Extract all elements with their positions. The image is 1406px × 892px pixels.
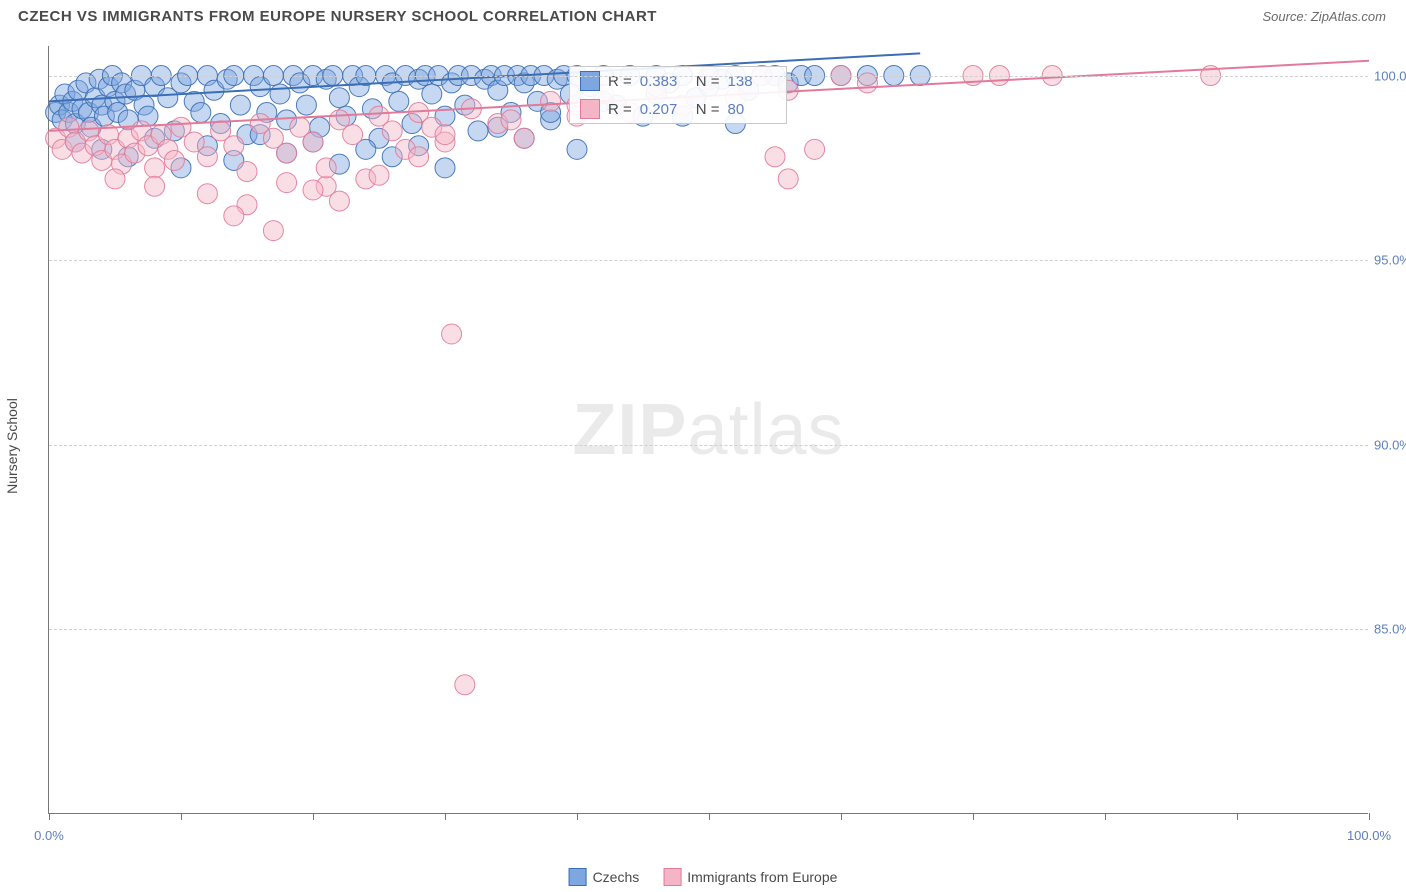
- legend-bottom: Czechs Immigrants from Europe: [569, 868, 838, 886]
- scatter-point: [435, 158, 455, 178]
- scatter-point: [296, 95, 316, 115]
- x-tick: [49, 813, 50, 820]
- legend-item: Immigrants from Europe: [663, 868, 837, 886]
- scatter-point: [455, 675, 475, 695]
- y-tick-label: 95.0%: [1374, 253, 1406, 268]
- y-tick-label: 85.0%: [1374, 622, 1406, 637]
- chart-title: CZECH VS IMMIGRANTS FROM EUROPE NURSERY …: [18, 8, 657, 25]
- x-tick: [1369, 813, 1370, 820]
- gridline-h: [49, 629, 1368, 630]
- scatter-point: [343, 125, 363, 145]
- scatter-point: [514, 128, 534, 148]
- n-value: 80: [728, 101, 776, 118]
- legend-swatch: [569, 868, 587, 886]
- scatter-point: [501, 110, 521, 130]
- scatter-point: [442, 324, 462, 344]
- scatter-point: [277, 143, 297, 163]
- scatter-point: [191, 102, 211, 122]
- x-tick: [313, 813, 314, 820]
- scatter-point: [382, 121, 402, 141]
- scatter-point: [329, 88, 349, 108]
- scatter-point: [145, 176, 165, 196]
- scatter-point: [224, 206, 244, 226]
- scatter-point: [105, 169, 125, 189]
- scatter-point: [237, 162, 257, 182]
- gridline-h: [49, 260, 1368, 261]
- scatter-point: [230, 95, 250, 115]
- scatter-point: [805, 139, 825, 159]
- x-tick: [841, 813, 842, 820]
- y-tick-label: 90.0%: [1374, 437, 1406, 452]
- y-axis-title: Nursery School: [4, 398, 20, 494]
- scatter-point: [369, 165, 389, 185]
- scatter-point: [329, 191, 349, 211]
- legend-swatch: [580, 99, 600, 119]
- scatter-svg: [49, 46, 1368, 813]
- r-label: R =: [608, 101, 632, 118]
- legend-label: Czechs: [593, 869, 640, 885]
- scatter-point: [422, 84, 442, 104]
- legend-swatch: [580, 71, 600, 91]
- source-name: ZipAtlas.com: [1311, 9, 1386, 24]
- chart-header: CZECH VS IMMIGRANTS FROM EUROPE NURSERY …: [0, 0, 1406, 29]
- scatter-point: [765, 147, 785, 167]
- scatter-point: [435, 125, 455, 145]
- y-tick-label: 100.0%: [1374, 68, 1406, 83]
- source-attribution: Source: ZipAtlas.com: [1262, 9, 1386, 24]
- stats-row: R = 0.207 N = 80: [570, 95, 786, 123]
- scatter-point: [277, 173, 297, 193]
- x-axis-min-label: 0.0%: [34, 828, 64, 843]
- scatter-point: [541, 91, 561, 111]
- legend-swatch: [663, 868, 681, 886]
- x-tick: [445, 813, 446, 820]
- scatter-point: [567, 139, 587, 159]
- x-tick: [973, 813, 974, 820]
- scatter-point: [270, 84, 290, 104]
- scatter-point: [303, 132, 323, 152]
- scatter-point: [224, 136, 244, 156]
- scatter-point: [468, 121, 488, 141]
- scatter-point: [316, 158, 336, 178]
- scatter-point: [778, 169, 798, 189]
- stats-row: R =0.383N =138: [570, 67, 786, 95]
- scatter-point: [145, 158, 165, 178]
- scatter-point: [409, 147, 429, 167]
- plot-area: ZIPatlas R =0.383N =138R =0.207N = 80 85…: [48, 46, 1368, 814]
- x-tick: [577, 813, 578, 820]
- x-axis-max-label: 100.0%: [1347, 828, 1391, 843]
- r-value: 0.207: [640, 101, 688, 118]
- scatter-point: [197, 184, 217, 204]
- scatter-point: [263, 221, 283, 241]
- x-tick: [181, 813, 182, 820]
- scatter-point: [164, 150, 184, 170]
- legend-item: Czechs: [569, 868, 640, 886]
- n-label: N =: [696, 101, 720, 118]
- scatter-point: [303, 180, 323, 200]
- legend-label: Immigrants from Europe: [687, 869, 837, 885]
- x-tick: [1105, 813, 1106, 820]
- gridline-h: [49, 76, 1368, 77]
- x-tick: [709, 813, 710, 820]
- gridline-h: [49, 445, 1368, 446]
- scatter-point: [389, 91, 409, 111]
- source-prefix: Source:: [1262, 9, 1310, 24]
- x-tick: [1237, 813, 1238, 820]
- scatter-point: [197, 147, 217, 167]
